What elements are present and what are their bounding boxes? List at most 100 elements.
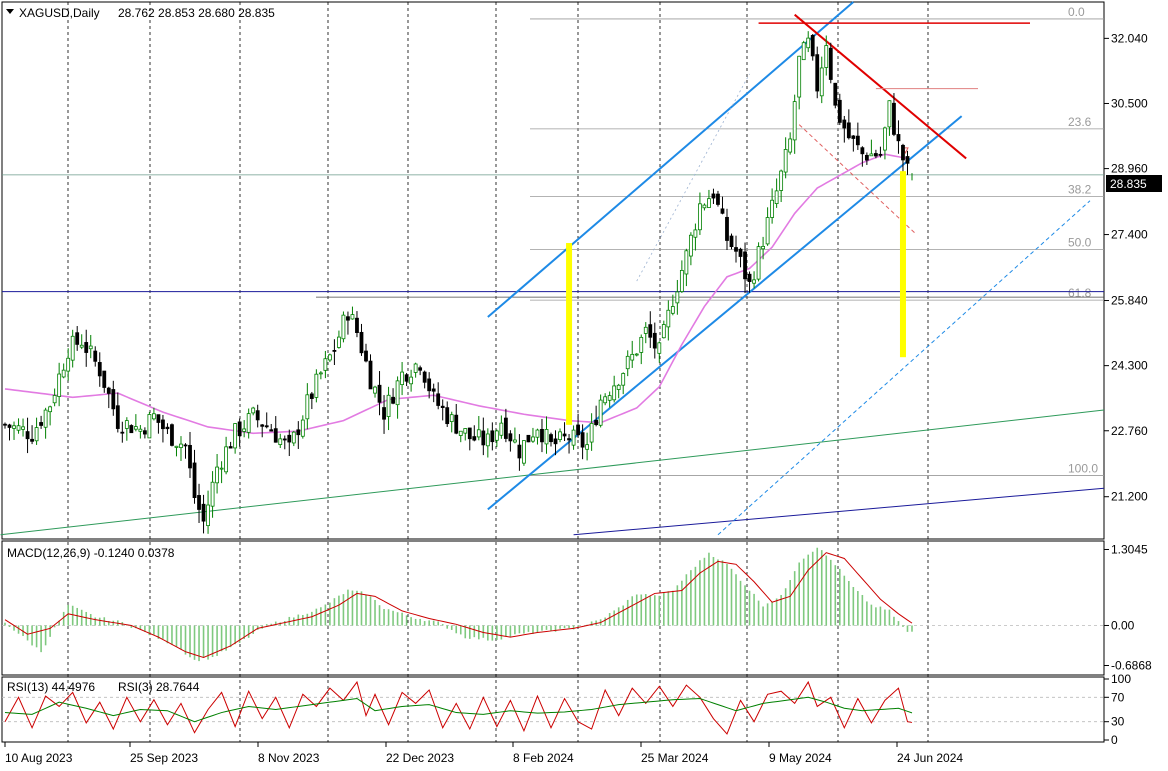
macd-pane[interactable]: 1.3045 0.00 -0.6868 [1, 540, 1152, 676]
candle [846, 109, 851, 140]
candle-body [409, 376, 414, 385]
candle [102, 370, 107, 393]
candle [377, 371, 382, 416]
candle-body [846, 122, 851, 139]
candle [57, 362, 62, 407]
candle-body [716, 193, 720, 205]
candle [531, 427, 535, 443]
candle [165, 423, 170, 435]
candle-body [508, 433, 513, 442]
candle-body [679, 270, 684, 292]
candle [503, 408, 508, 443]
candle [48, 405, 53, 426]
candle-body [337, 336, 341, 348]
candle [625, 350, 630, 377]
candle [747, 271, 752, 293]
candle-body [3, 423, 7, 426]
candle-body [364, 350, 368, 362]
candle-body [725, 216, 729, 241]
candle-body [88, 345, 93, 350]
lower-trendline [573, 487, 1105, 536]
candle [21, 418, 25, 437]
candle-body [562, 433, 567, 437]
candle-body [851, 135, 856, 139]
candle-body [878, 153, 883, 156]
candle [296, 421, 301, 449]
candle [874, 149, 878, 159]
candle [666, 300, 671, 341]
candle-body [576, 424, 580, 436]
x-tick-label: 10 Aug 2023 [5, 751, 73, 765]
y-tick-label: 30.500 [1111, 96, 1148, 110]
candle [16, 418, 21, 434]
candle-body [828, 47, 833, 80]
rsi13-label: RSI(13) 44.4976 [7, 680, 95, 694]
candle-body [783, 149, 788, 173]
candle [111, 380, 116, 416]
candle-body [449, 414, 454, 422]
candle-body [797, 55, 802, 98]
fib-level-label: 38.2 [1068, 183, 1092, 197]
candle [30, 425, 34, 445]
candle [720, 196, 725, 215]
candle [79, 334, 84, 350]
candle [892, 93, 896, 137]
candle [883, 126, 887, 160]
candle [765, 207, 770, 246]
candle-body [693, 229, 698, 238]
candle-body [652, 332, 657, 349]
rsi-pane[interactable]: 100 70 30 0 [1, 672, 1131, 747]
main-pane[interactable]: 0.0 23.6 38.2 50.0 61.8 100.0 32.040 30.500 28.… [0, 1, 1148, 742]
candle [905, 150, 910, 175]
candle [161, 414, 165, 443]
candle-body [133, 426, 138, 430]
candle [327, 353, 332, 363]
candle [738, 247, 743, 268]
candle-body [485, 433, 490, 447]
candle [34, 417, 39, 445]
candle-body [630, 353, 635, 361]
candle-body [643, 326, 648, 334]
macd-series [2, 547, 1104, 662]
candle-body [440, 405, 445, 408]
candle [206, 490, 210, 534]
candle-body [549, 434, 553, 443]
candle-body [598, 399, 603, 426]
candle-body [346, 316, 350, 321]
candle [269, 423, 274, 432]
candle-body [639, 336, 644, 353]
candle-body [242, 428, 247, 432]
candle-body [323, 358, 328, 371]
candle-body [526, 434, 531, 443]
candle [124, 417, 129, 441]
candle [449, 411, 454, 433]
candle [499, 415, 504, 439]
candle-body [747, 273, 752, 282]
candle-body [594, 419, 599, 426]
candle-body [517, 444, 522, 459]
candle [797, 55, 802, 110]
candle [219, 461, 224, 484]
y-tick-label: 28.960 [1111, 162, 1148, 176]
candle [61, 363, 66, 379]
candle-body [400, 371, 404, 386]
candle-body [300, 419, 305, 437]
candle [670, 294, 675, 316]
candle [833, 82, 838, 109]
candle [558, 428, 562, 443]
candle-body [124, 420, 129, 429]
candle-body [129, 425, 134, 434]
candle [819, 56, 824, 104]
candle [445, 401, 450, 427]
candle [255, 404, 260, 428]
x-tick-label: 9 May 2024 [769, 751, 832, 765]
candle-body [702, 204, 707, 209]
candle-body [494, 430, 499, 441]
candle [675, 279, 680, 315]
candle-body [734, 247, 738, 252]
candle-body [522, 440, 526, 464]
y-tick-label: 32.040 [1111, 31, 1148, 45]
symbol-dropdown-icon[interactable] [6, 9, 14, 14]
candle-body [156, 414, 161, 423]
macd-tick-label: 1.3045 [1111, 542, 1148, 556]
